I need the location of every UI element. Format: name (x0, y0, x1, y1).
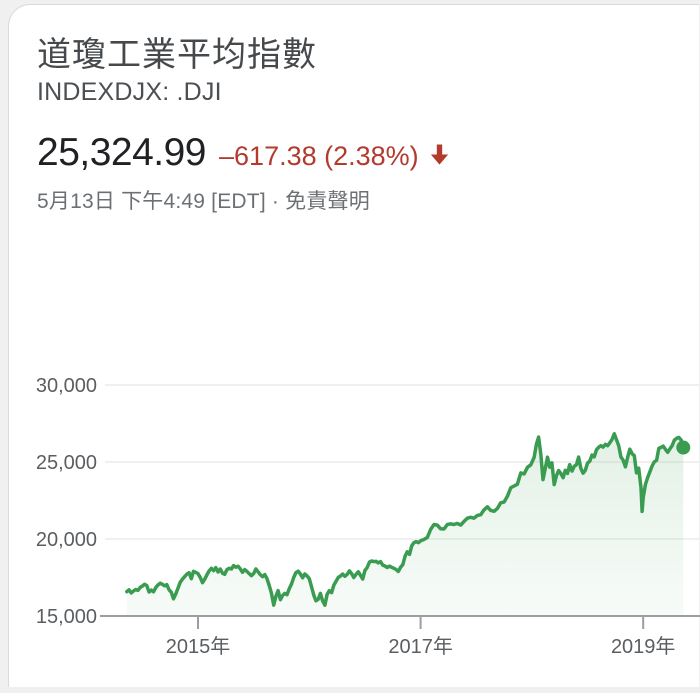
chart-area (126, 433, 684, 616)
price-change: –617.38 (2.38%) (219, 141, 451, 174)
y-axis-label: 15,000 (36, 606, 97, 628)
disclaimer-link[interactable]: 免責聲明 (285, 190, 370, 214)
x-axis-label: 2019年 (611, 635, 676, 658)
y-axis-label: 20,000 (36, 529, 97, 551)
ticker-symbol: INDEXDJX: .DJI (37, 78, 222, 107)
price-change-text: –617.38 (2.38%) (219, 141, 419, 172)
quote-timestamp: 5月13日 下午4:49 [EDT] · 免責聲明 (37, 185, 699, 215)
y-axis-label: 25,000 (36, 452, 97, 474)
quote-header: 道瓊工業平均指數 INDEXDJX: .DJI 25,324.99 –617.3… (9, 5, 699, 215)
price-row: 25,324.99 –617.38 (2.38%) (37, 131, 699, 175)
y-axis-label: 30,000 (36, 375, 97, 397)
timestamp-text: 5月13日 下午4:49 [EDT] · (37, 190, 286, 214)
price-chart[interactable]: 30,000 25,000 20,000 15,000 2015年 2017年 2019年 (0, 340, 700, 688)
down-arrow-icon (428, 142, 451, 174)
finance-card: 道瓊工業平均指數 INDEXDJX: .DJI 25,324.99 –617.3… (8, 4, 699, 687)
current-price: 25,324.99 (37, 131, 207, 175)
chart-line (125, 432, 686, 607)
price-chart-container: 30,000 25,000 20,000 15,000 2015年 2017年 2019年 (0, 340, 700, 688)
chart-end-dot (676, 440, 691, 455)
x-axis-label: 2015年 (166, 635, 231, 658)
x-axis-label: 2017年 (388, 635, 453, 658)
page-title: 道瓊工業平均指數 (37, 36, 317, 74)
